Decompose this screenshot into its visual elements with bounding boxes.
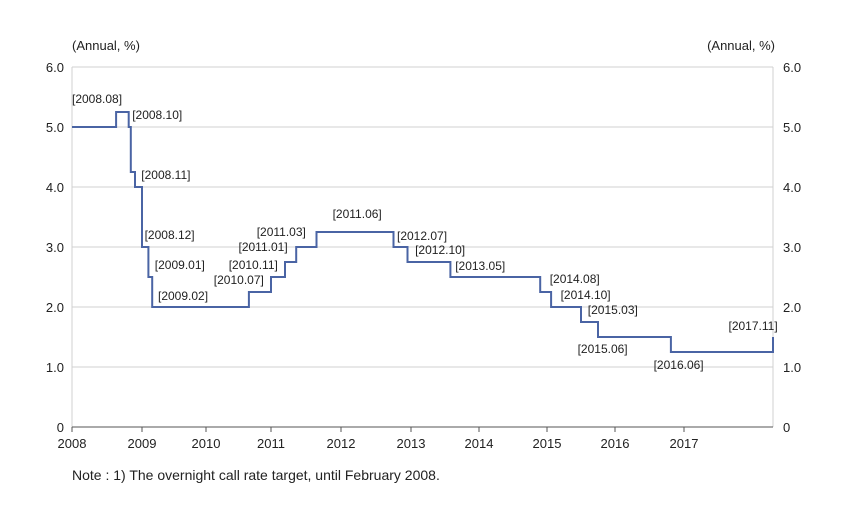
annotation-label: [2011.03]	[257, 225, 306, 239]
x-tick-label: 2013	[397, 436, 426, 451]
y-unit-right: (Annual, %)	[707, 38, 775, 53]
y-tick-label-left: 0	[57, 420, 64, 435]
annotation-label: [2012.07]	[397, 229, 447, 243]
annotation-label: [2015.03]	[588, 303, 638, 317]
annotation-label: [2011.01]	[239, 240, 288, 254]
series-line	[72, 111, 774, 353]
y-axis-left: 0 1.0 2.0 3.0 4.0 5.0 6.0	[46, 60, 64, 435]
annotation-label: [2009.02]	[158, 289, 208, 303]
y-tick-label-left: 6.0	[46, 60, 64, 75]
annotation-label: [2015.06]	[578, 342, 628, 356]
rate-step-line	[72, 111, 774, 353]
y-tick-label-right: 0	[783, 420, 790, 435]
x-tick-label: 2008	[58, 436, 87, 451]
y-tick-label-left: 2.0	[46, 300, 64, 315]
y-tick-label-right: 5.0	[783, 120, 801, 135]
annotation-label: [2014.10]	[561, 288, 611, 302]
y-tick-label-left: 5.0	[46, 120, 64, 135]
y-tick-label-right: 1.0	[783, 360, 801, 375]
annotation-label: [2008.12]	[145, 228, 195, 242]
annotation-label: [2008.10]	[132, 108, 182, 122]
annotation-label: [2008.11]	[141, 168, 190, 182]
y-tick-label-right: 4.0	[783, 180, 801, 195]
x-tick-label: 2010	[192, 436, 221, 451]
y-tick-label-right: 6.0	[783, 60, 801, 75]
x-tick-label: 2011	[257, 436, 285, 451]
x-tick-label: 2015	[533, 436, 562, 451]
x-tick-label: 2017	[670, 436, 699, 451]
y-axis-right: 0 1.0 2.0 3.0 4.0 5.0 6.0	[783, 60, 801, 435]
x-tick-label: 2012	[327, 436, 356, 451]
annotation-label: [2013.05]	[455, 259, 505, 273]
y-tick-label-right: 2.0	[783, 300, 801, 315]
x-tick-label: 2009	[128, 436, 157, 451]
y-tick-label-left: 4.0	[46, 180, 64, 195]
annotation-label: [2010.11]	[229, 258, 278, 272]
annotation-label: [2017.11]	[729, 319, 778, 333]
y-tick-label-left: 1.0	[46, 360, 64, 375]
annotation-label: [2011.06]	[333, 207, 382, 221]
y-tick-label-right: 3.0	[783, 240, 801, 255]
footnote: Note : 1) The overnight call rate target…	[72, 467, 440, 483]
x-tick-label: 2014	[465, 436, 494, 451]
y-tick-label-left: 3.0	[46, 240, 64, 255]
x-tick-label: 2016	[601, 436, 630, 451]
annotation-label: [2014.08]	[550, 272, 600, 286]
x-axis: 2008 2009 2010 2011 2012 2013 2014 2015 2016 2017	[58, 427, 699, 451]
annotation-label: [2009.01]	[155, 258, 205, 272]
annotation-label: [2010.07]	[214, 273, 264, 287]
y-unit-left: (Annual, %)	[72, 38, 140, 53]
annotation-label: [2016.06]	[654, 358, 704, 372]
annotations: [2008.08] [2008.10] [2008.11] [2008.12] [200…	[72, 92, 778, 372]
annotation-label: [2008.08]	[72, 92, 122, 106]
annotation-label: [2012.10]	[415, 243, 465, 257]
